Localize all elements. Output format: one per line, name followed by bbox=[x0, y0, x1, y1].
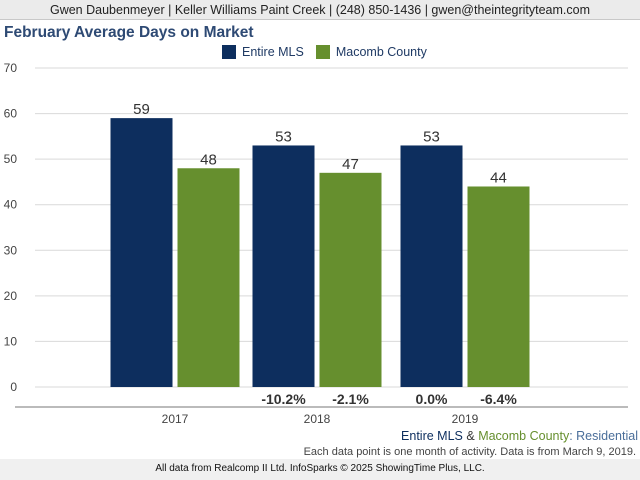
legend-label-macomb-county: Macomb County bbox=[335, 45, 427, 59]
x-tick-label: 2018 bbox=[304, 412, 331, 426]
bar bbox=[400, 145, 463, 387]
change-label: -2.1% bbox=[332, 391, 369, 407]
y-tick-label: 10 bbox=[4, 334, 18, 348]
bar bbox=[177, 168, 240, 387]
data-label: 53 bbox=[423, 128, 440, 145]
footer-series-line: Entire MLS & Macomb County: Residential bbox=[401, 429, 638, 443]
bar bbox=[319, 172, 382, 387]
chart-title: February Average Days on Market bbox=[4, 24, 254, 41]
bar bbox=[110, 118, 173, 387]
footer-entire-mls: Entire MLS bbox=[401, 429, 463, 443]
bar bbox=[252, 145, 315, 387]
source-band bbox=[0, 459, 640, 480]
legend-label-entire-mls: Entire MLS bbox=[242, 45, 304, 59]
footer-property-type: : Residential bbox=[569, 429, 638, 443]
footer-data-note: Each data point is one month of activity… bbox=[303, 446, 636, 458]
chart-legend: Entire MLS Macomb County bbox=[222, 44, 439, 60]
x-tick-label: 2019 bbox=[452, 412, 479, 426]
y-tick-label: 40 bbox=[4, 198, 18, 212]
data-label: 53 bbox=[275, 128, 292, 145]
y-tick-label: 20 bbox=[4, 289, 18, 303]
y-tick-label: 50 bbox=[4, 152, 18, 166]
legend-swatch-macomb-county bbox=[315, 45, 330, 59]
legend-swatch-entire-mls bbox=[222, 45, 236, 59]
bar bbox=[467, 186, 530, 387]
y-tick-label: 60 bbox=[4, 107, 18, 121]
data-label: 48 bbox=[200, 151, 217, 168]
contact-header: Gwen Daubenmeyer | Keller Williams Paint… bbox=[0, 0, 640, 20]
y-tick-label: 30 bbox=[4, 243, 18, 257]
data-label: 59 bbox=[133, 101, 150, 118]
data-label: 47 bbox=[342, 156, 359, 173]
legend-item-entire-mls[interactable]: Entire MLS bbox=[222, 45, 304, 59]
legend-item-macomb-county[interactable]: Macomb County bbox=[315, 45, 427, 59]
bar-chart-plot: 0 10 20 30 40 50 60 70 2017 59 48 2018 53 -10.2% 47 -2.… bbox=[4, 61, 628, 426]
data-label: 44 bbox=[490, 169, 507, 186]
footer-macomb-county: Macomb County bbox=[478, 429, 570, 443]
change-label: -10.2% bbox=[261, 391, 306, 407]
y-tick-label: 0 bbox=[10, 380, 17, 394]
x-tick-label: 2017 bbox=[162, 412, 189, 426]
y-tick-label: 70 bbox=[4, 61, 18, 75]
change-label: -6.4% bbox=[480, 391, 517, 407]
source-attribution: All data from Realcomp II Ltd. InfoSpark… bbox=[155, 463, 485, 474]
footer-ampersand: & bbox=[462, 429, 479, 443]
change-label: 0.0% bbox=[416, 391, 448, 407]
